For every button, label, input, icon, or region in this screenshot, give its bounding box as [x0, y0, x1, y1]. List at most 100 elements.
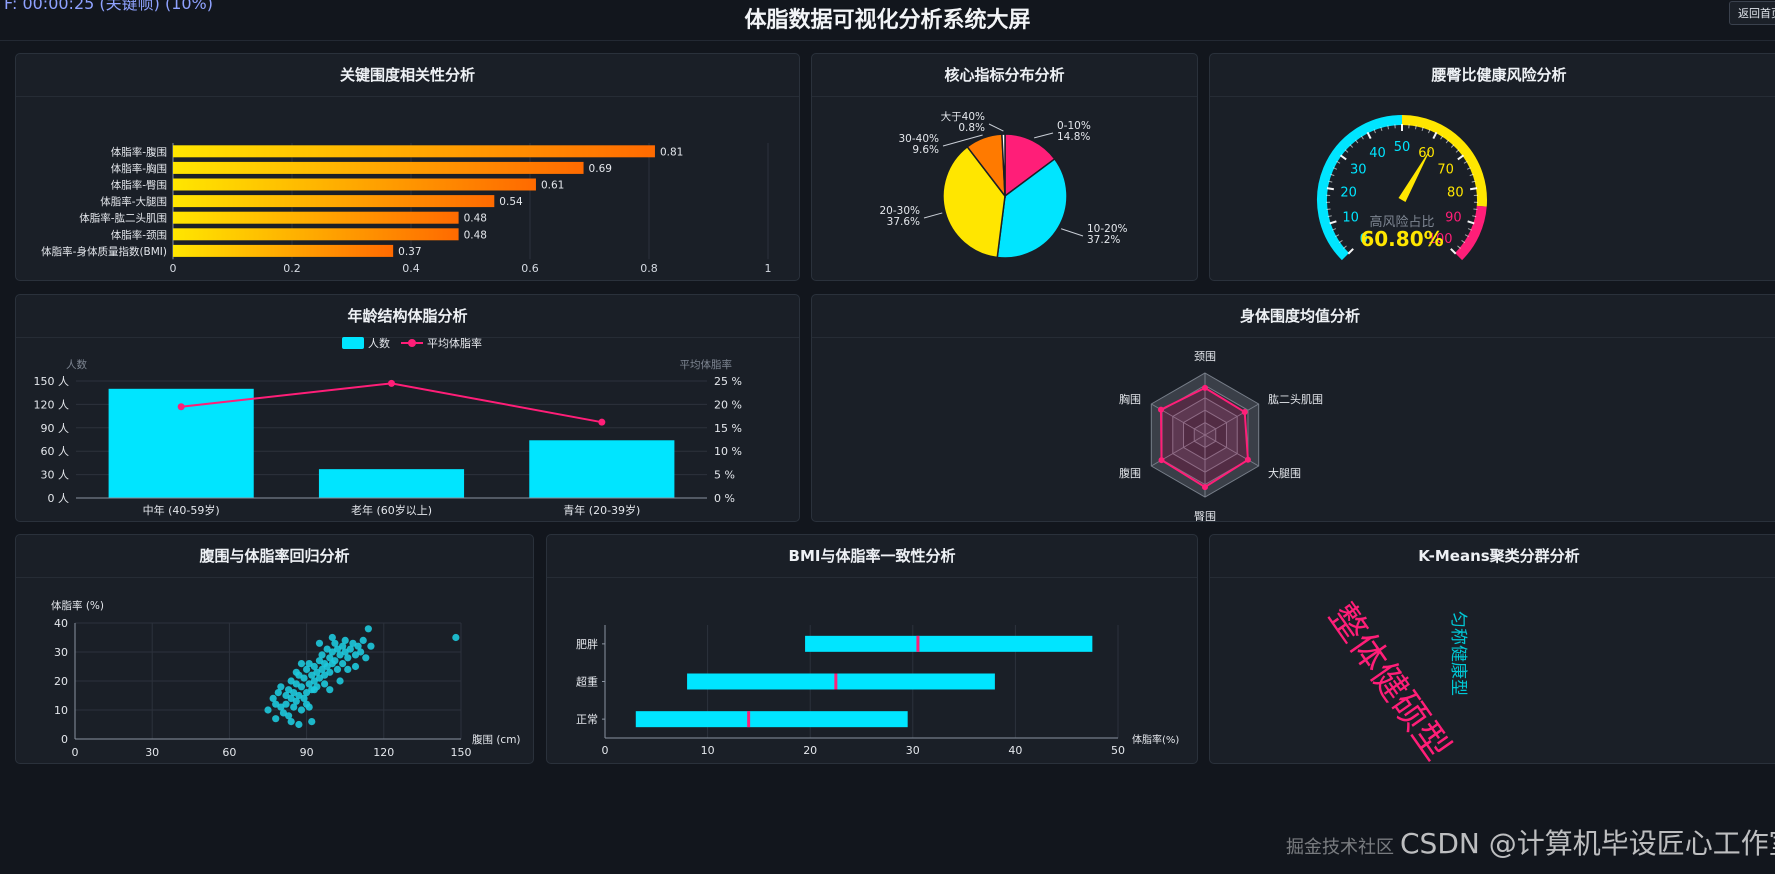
pie-leader-line — [988, 123, 1004, 132]
word-cloud-word: 匀称健康型 — [1448, 611, 1468, 696]
gauge-tick-label: 80 — [1447, 186, 1464, 201]
gauge-tick-label: 70 — [1437, 162, 1454, 177]
gauge-tick — [1421, 126, 1424, 131]
scatter-point — [272, 715, 280, 723]
gauge-tick — [1380, 126, 1383, 131]
y-tick-label-left: 90 人 — [41, 422, 70, 435]
category-label: 肥胖 — [576, 638, 598, 651]
scatter-point — [292, 668, 300, 676]
category-label: 体脂率-腹围 — [111, 145, 167, 158]
gauge-tick — [1343, 245, 1347, 249]
gauge-tick-label: 30 — [1350, 162, 1367, 177]
page-title: 体脂数据可视化分析系统大屏 — [744, 8, 1031, 33]
panel-girth-mean: 身体围度均值分析 颈围 肱二头肌围 大腿围 臀围 腹围 胸围 — [811, 294, 1775, 522]
radar-point — [1202, 384, 1208, 391]
y-axis-title-left: 人数 — [66, 358, 87, 371]
gauge-tick — [1373, 129, 1376, 134]
panel-title-waist-regression: 腹围与体脂率回归分析 — [16, 535, 533, 578]
gauge-tick — [1428, 129, 1431, 134]
x-tick-label: 老年 (60岁以上) — [351, 503, 432, 517]
y-tick-label-left: 0 人 — [48, 492, 70, 505]
pie-slice — [942, 145, 1006, 259]
bar — [173, 195, 495, 208]
gauge-tick — [1461, 240, 1466, 244]
panel-correlation: 关键围度相关性分析 0 0.2 0.4 0.6 0.8 1 体脂率-腹围 0.81 体脂率-胸围… — [15, 53, 800, 281]
value-label: 0.81 — [660, 146, 683, 158]
scatter-point — [297, 706, 306, 714]
y-tick-label-left: 150 人 — [34, 375, 70, 388]
x-tick-label: 150 — [451, 746, 472, 759]
scatter-point — [326, 686, 334, 694]
gauge-tick — [1445, 139, 1449, 144]
y-tick-label-left: 30 人 — [41, 469, 70, 482]
x-tick-label: 60 — [222, 746, 236, 759]
scatter-point — [297, 683, 306, 691]
x-tick-label: 50 — [1111, 744, 1125, 757]
pie-label-name: 20-30% — [880, 205, 921, 217]
back-home-button[interactable]: 返回首页 — [1729, 1, 1775, 25]
legend-label: 人数 — [368, 337, 390, 350]
pie-slice — [1001, 133, 1006, 197]
pie-leader-line — [942, 134, 983, 147]
pie-label-name: 0-10% — [1057, 120, 1091, 132]
scatter-point — [331, 657, 339, 665]
gauge-tick-label: 90 — [1445, 211, 1462, 226]
gauge-tick — [1326, 208, 1331, 211]
x-tick-label: 0.6 — [521, 262, 539, 275]
category-label: 超重 — [576, 675, 598, 689]
gauge-tick-label: 40 — [1369, 146, 1386, 161]
pie-leader-line — [1034, 132, 1054, 139]
x-tick-label: 20 — [803, 744, 817, 757]
x-tick-label: 中年 (40-59岁) — [143, 503, 220, 517]
y-tick-label-right: 25 % — [714, 375, 742, 388]
gauge-tick — [1335, 234, 1340, 238]
panel-age-structure: 年龄结构体脂分析 人数 平均体脂率 人数 平均体脂率 0 人 30 人 60 人 90 人 12… — [15, 294, 800, 522]
scatter-point — [344, 654, 352, 662]
legend-swatch-dot — [408, 339, 416, 347]
gauge-tick-label: 20 — [1340, 186, 1357, 201]
radar-indicator-label: 肱二头肌围 — [1268, 392, 1323, 406]
gauge-tick — [1349, 144, 1354, 148]
watermark-back: 掘金技术社区 — [1286, 837, 1394, 858]
legend-label: 平均体脂率 — [427, 336, 482, 350]
radar-indicator-label: 胸围 — [1119, 392, 1141, 406]
y-tick-label: 20 — [54, 675, 68, 688]
scatter-point — [269, 694, 277, 702]
watermark-front: CSDN @计算机毕设匠心工作室 — [1400, 827, 1775, 860]
bar — [529, 440, 675, 498]
gauge-tick — [1457, 245, 1461, 249]
gauge-tick — [1469, 173, 1474, 177]
gauge-tick — [1339, 154, 1347, 161]
scatter-point — [359, 636, 367, 644]
gauge-tick — [1463, 160, 1468, 164]
gauge-pointer — [1398, 147, 1432, 202]
x-tick-label: 40 — [1008, 744, 1022, 757]
scatter-point — [318, 651, 326, 659]
y-tick-label: 10 — [54, 704, 68, 717]
gauge-tick — [1333, 167, 1338, 170]
scatter-point — [300, 674, 308, 682]
value-label: 0.61 — [541, 180, 564, 192]
scatter-point — [303, 665, 311, 673]
line-point — [388, 379, 395, 387]
gauge-tick — [1457, 154, 1465, 161]
panel-title-kmeans: K-Means聚类分群分析 — [1210, 535, 1775, 578]
bar — [173, 161, 584, 174]
scatter-point — [295, 720, 303, 729]
gauge-tick — [1466, 167, 1471, 170]
x-tick-label: 0.4 — [402, 262, 420, 275]
range-bar — [805, 635, 1093, 652]
radar-point — [1157, 406, 1164, 413]
bmi-range-chart: 0 10 20 30 40 50 体脂率(%) 正常 超重 肥胖 — [576, 625, 1179, 757]
gauge-tick — [1387, 125, 1389, 130]
pie-label-value: 0.8% — [958, 122, 985, 134]
gauge-band-mid — [1401, 115, 1487, 207]
bar — [173, 178, 536, 191]
top-left-status: F: 00:00:25 (关键帧) (10%) — [4, 0, 214, 13]
gauge-band-low — [1317, 115, 1403, 261]
gauge-tick-label: 50 — [1394, 140, 1411, 155]
bar — [318, 469, 465, 498]
pie-slice — [1004, 133, 1056, 198]
